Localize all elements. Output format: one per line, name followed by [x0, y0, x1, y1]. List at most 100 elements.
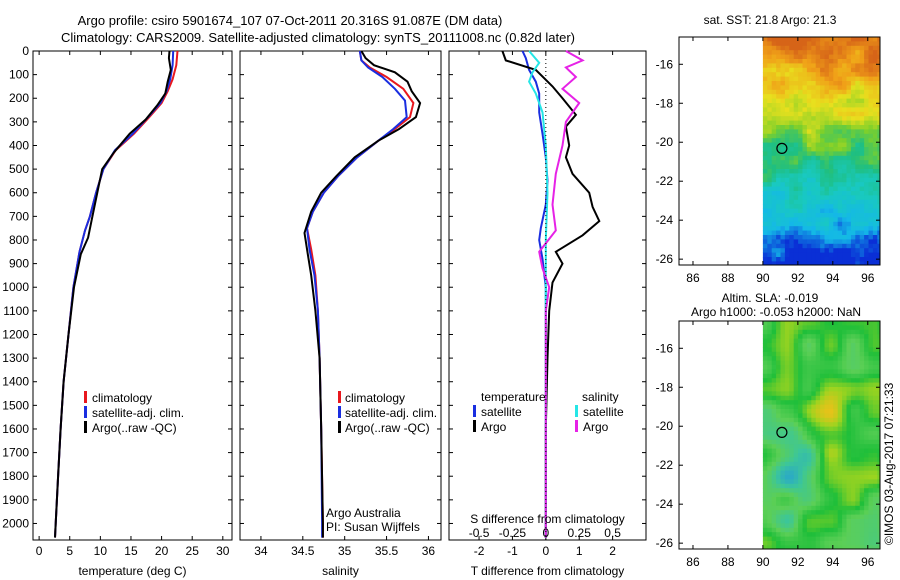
sst_map-cell — [828, 37, 834, 42]
sst_map-cell — [798, 261, 803, 265]
sla_map-cell — [771, 369, 777, 375]
sla_map-cell — [842, 505, 847, 511]
sla_map-cell — [798, 338, 803, 344]
sla_map-cell — [824, 395, 830, 401]
sst_map-cell — [846, 133, 852, 139]
sla_map-cell — [877, 523, 880, 529]
sla_map-cell — [864, 453, 869, 458]
sst_map-cell — [793, 138, 799, 143]
sla_map-cell — [762, 470, 768, 476]
sla_map-cell — [820, 409, 825, 414]
sst_map-cell — [872, 186, 878, 192]
sla_map-cell — [811, 439, 817, 445]
sst_map-cell — [789, 116, 795, 121]
sla_map-cell — [789, 387, 795, 392]
sla_map-cell — [802, 448, 808, 454]
sla_map-cell — [806, 365, 812, 370]
sla_map-cell — [872, 479, 878, 485]
sla_map-cell — [762, 417, 768, 423]
sst_map-cell — [767, 107, 773, 113]
sst_map-cell — [762, 41, 768, 47]
sla_map-cell — [802, 488, 808, 493]
sla_map-cell — [850, 378, 856, 383]
sla_map-cell — [767, 426, 773, 432]
sla_map-cell — [784, 527, 790, 533]
sla_map-cell — [877, 395, 880, 401]
sst_map-cell — [789, 235, 795, 240]
sst_map-cell — [798, 98, 803, 104]
sla_map-cell — [802, 519, 808, 524]
sla_map-cell — [833, 461, 839, 467]
sst_map-cell — [842, 94, 847, 99]
sla_map-cell — [842, 536, 847, 542]
sla_map-cell — [802, 470, 808, 476]
sst_map-cell — [802, 81, 808, 86]
sst_map-cell — [820, 116, 825, 121]
sla_map-ytick-label: -26 — [656, 536, 674, 550]
sst_map-cell — [859, 50, 865, 55]
sst_map-cell — [776, 252, 781, 258]
sst_map-cell — [815, 41, 821, 47]
sst_map-cell — [850, 191, 856, 196]
sla_map-cell — [828, 387, 834, 392]
sst_map-cell — [855, 226, 861, 231]
sst_map-cell — [833, 103, 839, 108]
difference-series-s-argo — [538, 50, 585, 538]
sla_map-cell — [833, 501, 839, 507]
temperature-ytick-label: 1800 — [2, 469, 29, 483]
sst_map-cell — [762, 142, 768, 148]
sla_map-cell — [855, 527, 861, 533]
sst_map-cell — [762, 169, 768, 174]
sst_map-cell — [859, 191, 865, 196]
sla_map-cell — [806, 444, 812, 449]
sst_map-cell — [850, 252, 856, 258]
sla_map-cell — [828, 373, 834, 379]
sla_map-cell — [798, 444, 803, 449]
sla_map-cell — [828, 369, 834, 375]
sst_map-cell — [798, 133, 803, 139]
sla_map-cell — [820, 523, 825, 529]
sla_map-cell — [837, 404, 843, 410]
sla_map-cell — [864, 461, 869, 467]
sla_map-cell — [850, 536, 856, 542]
sst_map-cell — [780, 120, 786, 126]
sst_map-cell — [824, 107, 830, 113]
sla_map-cell — [806, 417, 812, 423]
sla_map-cell — [789, 448, 795, 454]
sla_map-cell — [784, 444, 790, 449]
sla_map-cell — [771, 461, 777, 467]
sla_map-cell — [837, 444, 843, 449]
sla_map-cell — [842, 360, 847, 366]
sla_map-cell — [828, 391, 834, 397]
sst_map-cell — [828, 160, 834, 165]
sst_map-cell — [842, 142, 847, 148]
sla_map-cell — [815, 510, 821, 515]
sst_map-cell — [784, 76, 790, 82]
sla_map-cell — [868, 519, 874, 524]
sla_map-cell — [776, 492, 781, 498]
sst_map-cell — [864, 191, 869, 196]
sla_map-cell — [868, 426, 874, 432]
sla_map-cell — [767, 514, 773, 520]
sst_map-cell — [780, 111, 786, 117]
sst_map-cell — [868, 111, 874, 117]
sst_map-cell — [872, 164, 878, 170]
sla_map-cell — [855, 514, 861, 520]
sst_map-cell — [767, 177, 773, 183]
sla_map-cell — [837, 492, 843, 498]
sst_map-cell — [833, 257, 839, 262]
sla_map-cell — [859, 461, 865, 467]
sla_map-cell — [855, 532, 861, 537]
sla_map-cell — [864, 448, 869, 454]
sla_map-cell — [833, 378, 839, 383]
sst_map-cell — [855, 41, 861, 47]
sst_map-cell — [762, 50, 768, 55]
sla_map-cell — [864, 426, 869, 432]
sla_map-cell — [767, 343, 773, 348]
sla_map-cell — [784, 373, 790, 379]
sst_map-cell — [872, 138, 878, 143]
sla_map-cell — [864, 391, 869, 397]
sla_map-cell — [811, 470, 817, 476]
sst_map-cell — [837, 160, 843, 165]
sst_map-cell — [842, 243, 847, 249]
